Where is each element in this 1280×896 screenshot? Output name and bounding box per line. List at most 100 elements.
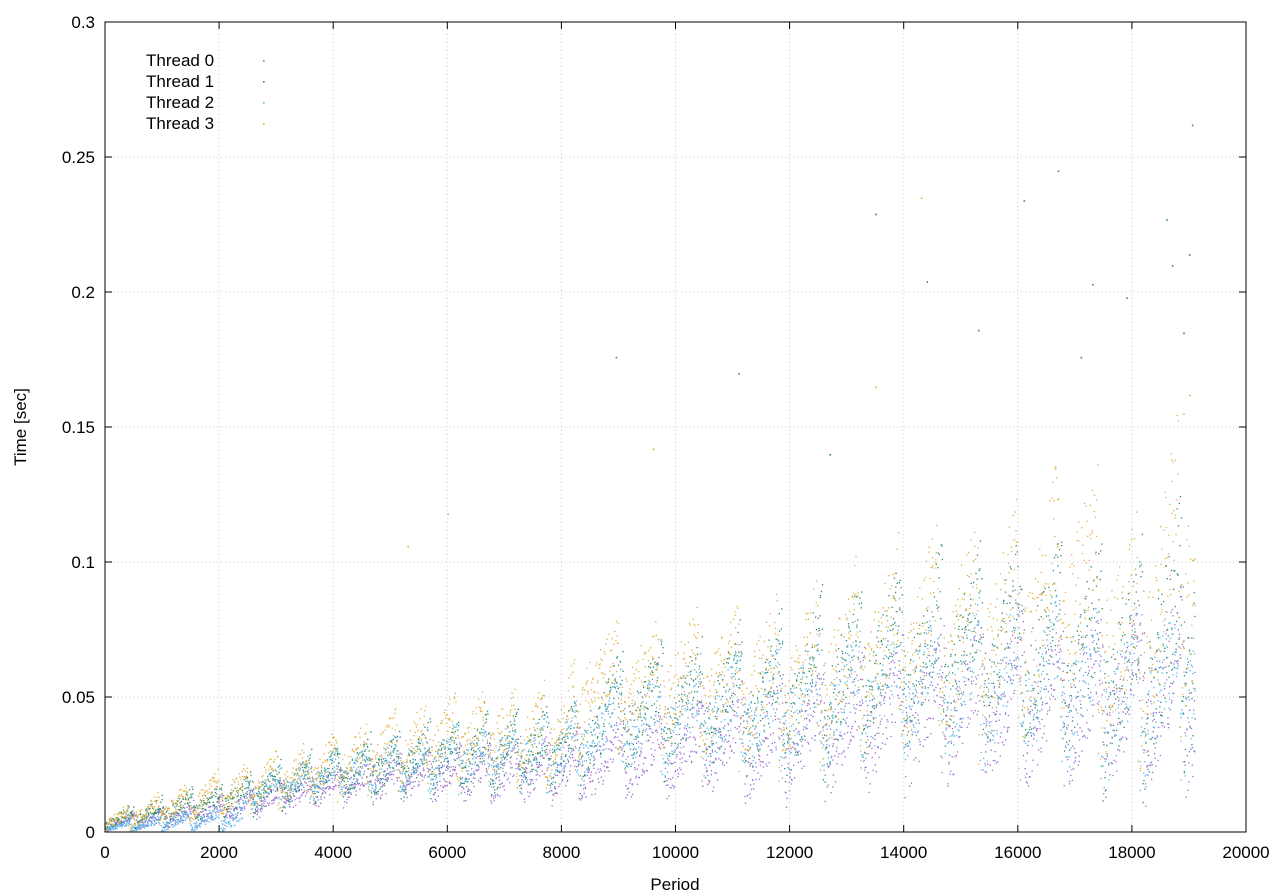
data-point bbox=[1151, 771, 1154, 773]
data-point bbox=[847, 668, 850, 671]
data-point bbox=[1120, 737, 1122, 740]
outlier-point bbox=[977, 329, 980, 332]
data-point bbox=[717, 680, 719, 682]
data-point bbox=[351, 784, 354, 786]
data-point bbox=[878, 625, 880, 627]
data-point bbox=[682, 746, 685, 748]
data-point bbox=[943, 647, 945, 649]
data-point bbox=[838, 648, 840, 650]
data-point bbox=[246, 797, 248, 799]
data-point bbox=[201, 800, 203, 802]
data-point bbox=[1037, 692, 1039, 695]
data-point bbox=[459, 784, 461, 786]
data-point bbox=[978, 569, 980, 571]
data-point bbox=[152, 807, 154, 810]
data-point bbox=[986, 686, 988, 688]
data-point bbox=[762, 761, 764, 763]
data-point bbox=[574, 715, 576, 717]
data-point bbox=[900, 642, 902, 644]
data-point bbox=[612, 761, 614, 763]
data-point bbox=[631, 783, 634, 785]
data-point bbox=[108, 827, 110, 829]
data-point bbox=[899, 660, 901, 662]
data-point bbox=[388, 765, 390, 767]
data-point bbox=[750, 702, 752, 704]
data-point bbox=[943, 625, 945, 627]
data-point bbox=[579, 775, 582, 777]
data-point bbox=[297, 790, 299, 792]
data-point bbox=[1027, 744, 1029, 747]
data-point bbox=[860, 704, 862, 706]
data-point bbox=[254, 803, 256, 805]
data-point bbox=[261, 808, 263, 810]
data-point bbox=[1024, 662, 1026, 664]
data-point bbox=[138, 827, 141, 830]
data-point bbox=[966, 637, 968, 639]
data-point bbox=[1094, 672, 1096, 674]
data-point bbox=[120, 820, 122, 822]
data-point bbox=[944, 735, 946, 737]
data-point bbox=[910, 782, 912, 784]
data-point bbox=[1180, 585, 1182, 587]
data-point bbox=[830, 792, 832, 794]
data-point bbox=[1150, 761, 1153, 763]
data-point bbox=[413, 767, 415, 770]
data-point bbox=[372, 765, 374, 767]
data-point bbox=[132, 814, 134, 816]
data-point bbox=[699, 725, 701, 727]
data-point bbox=[610, 741, 612, 743]
data-point bbox=[317, 791, 320, 793]
data-point bbox=[411, 787, 414, 789]
data-point bbox=[401, 753, 403, 755]
data-point bbox=[517, 742, 519, 745]
data-point bbox=[608, 770, 610, 772]
data-point bbox=[1066, 716, 1068, 718]
data-point bbox=[695, 743, 697, 746]
data-point bbox=[444, 746, 446, 748]
data-point bbox=[869, 783, 871, 785]
data-point bbox=[785, 806, 788, 808]
data-point bbox=[790, 738, 792, 740]
data-point bbox=[475, 769, 477, 771]
data-point bbox=[700, 732, 702, 734]
data-point bbox=[694, 691, 696, 693]
data-point bbox=[113, 828, 115, 831]
data-point bbox=[495, 778, 497, 780]
data-point bbox=[731, 701, 733, 703]
data-point bbox=[562, 732, 564, 734]
data-point bbox=[290, 796, 292, 798]
data-point bbox=[537, 753, 539, 755]
data-point bbox=[1147, 754, 1150, 757]
data-point bbox=[182, 798, 185, 800]
data-point bbox=[608, 748, 610, 750]
data-point bbox=[997, 634, 999, 636]
data-point bbox=[1005, 662, 1007, 664]
data-point bbox=[282, 806, 284, 809]
data-point bbox=[163, 826, 165, 828]
data-point bbox=[763, 741, 765, 743]
data-point bbox=[1100, 570, 1102, 572]
data-point bbox=[364, 760, 367, 762]
data-point bbox=[928, 717, 930, 719]
data-point bbox=[270, 789, 272, 791]
data-point bbox=[871, 706, 874, 708]
data-point bbox=[1015, 602, 1017, 604]
data-point bbox=[795, 750, 797, 752]
data-point bbox=[956, 689, 959, 692]
data-point bbox=[406, 780, 408, 782]
data-point bbox=[765, 669, 767, 671]
data-point bbox=[293, 795, 296, 798]
data-point bbox=[788, 781, 790, 783]
data-point bbox=[966, 726, 968, 728]
data-point bbox=[167, 824, 169, 826]
data-point bbox=[715, 757, 717, 759]
data-point bbox=[758, 691, 760, 693]
data-point bbox=[575, 710, 577, 712]
data-point bbox=[1164, 682, 1166, 684]
data-point bbox=[914, 716, 916, 719]
data-point bbox=[652, 732, 654, 734]
data-point bbox=[135, 827, 138, 829]
data-point bbox=[680, 768, 682, 771]
data-point bbox=[230, 815, 232, 817]
data-point bbox=[388, 764, 390, 766]
